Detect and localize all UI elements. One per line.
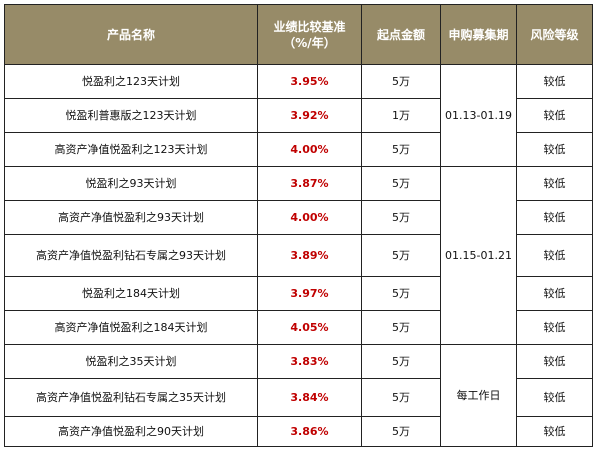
min-amount: 5万 bbox=[361, 234, 441, 277]
benchmark-rate: 3.89% bbox=[257, 234, 362, 277]
benchmark-rate: 3.97% bbox=[257, 276, 362, 311]
product-name: 悦盈利之93天计划 bbox=[4, 166, 258, 201]
benchmark-rate: 3.83% bbox=[257, 344, 362, 379]
header-row: 产品名称 业绩比较基准 （%/年） 起点金额 申购募集期 风险等级 bbox=[4, 4, 593, 65]
min-amount: 5万 bbox=[361, 132, 441, 167]
header-risk-level: 风险等级 bbox=[516, 4, 593, 65]
benchmark-rate: 4.00% bbox=[257, 200, 362, 235]
table-row: 悦盈利之35天计划 3.83% 5万 每工作日 较低 bbox=[4, 344, 593, 447]
product-name: 高资产净值悦盈利钻石专属之93天计划 bbox=[4, 234, 258, 277]
product-name: 高资产净值悦盈利之184天计划 bbox=[4, 310, 258, 345]
header-benchmark-rate-line1: 业绩比较基准 bbox=[273, 19, 346, 34]
risk-level: 较低 bbox=[516, 378, 593, 417]
header-benchmark-rate-line2: （%/年） bbox=[283, 35, 336, 50]
risk-level: 较低 bbox=[516, 234, 593, 277]
header-benchmark-rate: 业绩比较基准 （%/年） bbox=[257, 4, 362, 65]
header-product-name: 产品名称 bbox=[4, 4, 258, 65]
risk-level: 较低 bbox=[516, 132, 593, 167]
benchmark-rate: 3.92% bbox=[257, 98, 362, 133]
table-row: 高资产净值悦盈利之93天计划 4.00% 5万 较低 bbox=[4, 200, 593, 235]
benchmark-rate: 3.84% bbox=[257, 378, 362, 417]
product-name: 高资产净值悦盈利钻石专属之35天计划 bbox=[4, 378, 258, 417]
risk-level: 较低 bbox=[516, 98, 593, 133]
product-name: 高资产净值悦盈利之123天计划 bbox=[4, 132, 258, 167]
risk-level: 较低 bbox=[516, 344, 593, 379]
product-name: 高资产净值悦盈利之93天计划 bbox=[4, 200, 258, 235]
min-amount: 5万 bbox=[361, 276, 441, 311]
risk-level: 较低 bbox=[516, 416, 593, 447]
risk-level: 较低 bbox=[516, 200, 593, 235]
benchmark-rate: 3.87% bbox=[257, 166, 362, 201]
risk-level: 较低 bbox=[516, 64, 593, 99]
table-row: 悦盈利普惠版之123天计划 3.92% 1万 较低 bbox=[4, 98, 593, 133]
min-amount: 5万 bbox=[361, 378, 441, 417]
min-amount: 1万 bbox=[361, 98, 441, 133]
product-name: 悦盈利之123天计划 bbox=[4, 64, 258, 99]
table-row: 悦盈利之184天计划 3.97% 5万 较低 bbox=[4, 276, 593, 311]
subscription-period: 每工作日 bbox=[440, 344, 517, 447]
subscription-period: 01.13-01.19 bbox=[440, 64, 517, 167]
table-row: 悦盈利之93天计划 3.87% 5万 01.15-01.21 较低 bbox=[4, 166, 593, 345]
product-table: 产品名称 业绩比较基准 （%/年） 起点金额 申购募集期 风险等级 悦盈利之12… bbox=[4, 4, 593, 447]
subscription-period: 01.15-01.21 bbox=[440, 166, 517, 345]
risk-level: 较低 bbox=[516, 276, 593, 311]
table-row: 高资产净值悦盈利之184天计划 4.05% 5万 较低 bbox=[4, 310, 593, 345]
min-amount: 5万 bbox=[361, 200, 441, 235]
table-row: 高资产净值悦盈利钻石专属之93天计划 3.89% 5万 较低 bbox=[4, 234, 593, 277]
header-subscription-period: 申购募集期 bbox=[440, 4, 517, 65]
table-row: 高资产净值悦盈利钻石专属之35天计划 3.84% 5万 较低 bbox=[4, 378, 593, 417]
product-name: 高资产净值悦盈利之90天计划 bbox=[4, 416, 258, 447]
risk-level: 较低 bbox=[516, 166, 593, 201]
benchmark-rate: 3.95% bbox=[257, 64, 362, 99]
product-name: 悦盈利之184天计划 bbox=[4, 276, 258, 311]
benchmark-rate: 4.05% bbox=[257, 310, 362, 345]
min-amount: 5万 bbox=[361, 416, 441, 447]
table-row: 高资产净值悦盈利之123天计划 4.00% 5万 较低 bbox=[4, 132, 593, 167]
table-row: 高资产净值悦盈利之90天计划 3.86% 5万 较低 bbox=[4, 416, 593, 447]
product-table-container: 产品名称 业绩比较基准 （%/年） 起点金额 申购募集期 风险等级 悦盈利之12… bbox=[4, 4, 593, 447]
product-name: 悦盈利普惠版之123天计划 bbox=[4, 98, 258, 133]
risk-level: 较低 bbox=[516, 310, 593, 345]
min-amount: 5万 bbox=[361, 344, 441, 379]
product-name: 悦盈利之35天计划 bbox=[4, 344, 258, 379]
min-amount: 5万 bbox=[361, 64, 441, 99]
min-amount: 5万 bbox=[361, 166, 441, 201]
header-min-amount: 起点金额 bbox=[361, 4, 441, 65]
benchmark-rate: 4.00% bbox=[257, 132, 362, 167]
min-amount: 5万 bbox=[361, 310, 441, 345]
benchmark-rate: 3.86% bbox=[257, 416, 362, 447]
table-row: 悦盈利之123天计划 3.95% 5万 01.13-01.19 较低 bbox=[4, 64, 593, 167]
